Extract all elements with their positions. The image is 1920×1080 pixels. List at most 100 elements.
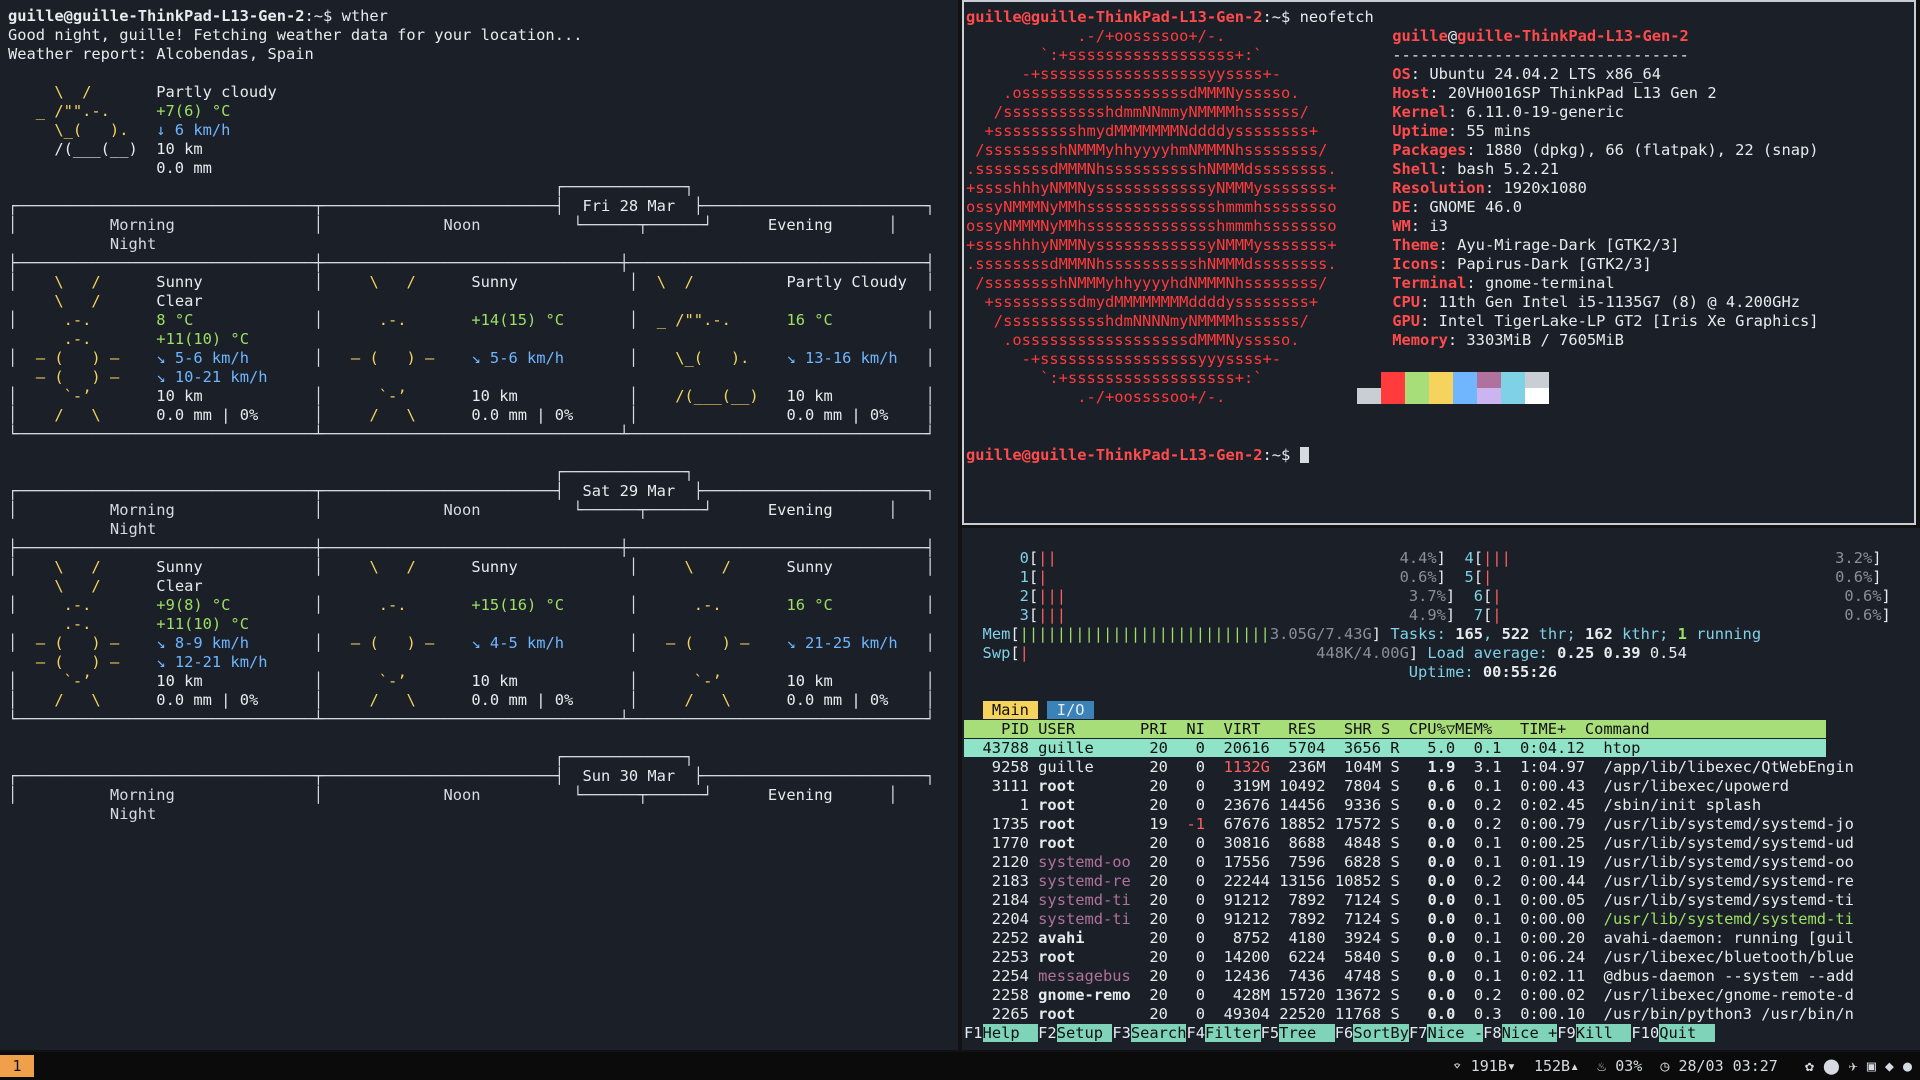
tab-io: I/O <box>1047 701 1094 719</box>
i3-status-bar: 1 ⌔ 191B▾ 152B▴ ♨ 03% ◷ 28/03 03:27 ✿ ⬤ … <box>0 1052 1920 1080</box>
neofetch-output: guille@guille-ThinkPad-L13-Gen-2:~$ neof… <box>966 8 1819 406</box>
palette-swatch <box>1525 388 1549 404</box>
info-key-theme: Theme <box>1392 236 1439 254</box>
neofetch-user: guille <box>1392 27 1448 45</box>
htop-output: 0[|| 4.4%] 4[||| 3.2%] 1[| 0.6%] 5[| 0.6… <box>964 549 1891 1042</box>
info-key-uptime: Uptime <box>1392 122 1448 140</box>
net-up: 152B <box>1533 1057 1571 1075</box>
neofetch-host: guille-ThinkPad-L13-Gen-2 <box>1457 27 1689 45</box>
process-row[interactable]: 2204 systemd-ti 20 0 91212 7892 7124 S 0… <box>964 910 1854 928</box>
info-value-terminal: gnome-terminal <box>1484 274 1615 292</box>
palette-swatch <box>1477 388 1501 404</box>
info-value-icons: Papirus-Dark [GTK2/3] <box>1457 255 1652 273</box>
palette-swatch <box>1405 372 1429 388</box>
down-arrow-icon: ▾ <box>1506 1057 1516 1075</box>
palette-swatch <box>1453 372 1477 388</box>
day-date: Sat 29 Mar <box>582 482 676 500</box>
weather-output: guille@guille-ThinkPad-L13-Gen-2:~$ wthe… <box>8 7 935 823</box>
process-row[interactable]: 9258 guille 20 0 1132G 236M 104M S 1.9 3… <box>964 758 1854 776</box>
command: wther <box>341 7 388 25</box>
prompt: guille@guille-ThinkPad-L13-Gen-2 <box>8 7 305 25</box>
current-visibility: 10 km <box>156 140 203 158</box>
fkey-f7[interactable]: F7Nice - <box>1408 1024 1484 1042</box>
cpu-usage: 03% <box>1615 1057 1643 1075</box>
palette-swatch <box>1429 372 1453 388</box>
fkey-f4[interactable]: F4Filter <box>1186 1024 1261 1042</box>
fkey-f8[interactable]: F8Nice + <box>1483 1024 1558 1042</box>
up-arrow-icon: ▴ <box>1570 1057 1580 1075</box>
neofetch-prompt-line[interactable]: guille@guille-ThinkPad-L13-Gen-2:~$ <box>966 446 1309 465</box>
info-key-icons: Icons <box>1392 255 1439 273</box>
process-row[interactable]: 1770 root 20 0 30816 8688 4848 S 0.0 0.1… <box>964 834 1854 852</box>
cursor <box>1299 447 1309 463</box>
palette-swatch <box>1477 372 1501 388</box>
fkey-f1[interactable]: F1Help <box>964 1024 1039 1042</box>
palette-swatch <box>1357 372 1381 388</box>
current-condition: Partly cloudy <box>156 83 277 101</box>
weather-report-line: Weather report: Alcobendas, Spain <box>8 45 314 63</box>
palette-swatch <box>1381 388 1405 404</box>
palette-swatch <box>1525 372 1549 388</box>
palette-swatch <box>1405 388 1429 404</box>
fkey-f3[interactable]: F3Search <box>1112 1024 1187 1042</box>
info-value-host: 20VH0016SP ThinkPad L13 Gen 2 <box>1447 84 1717 102</box>
process-row[interactable]: 2254 messagebus 20 0 12436 7436 4748 S 0… <box>964 967 1854 985</box>
datetime: 28/03 03:27 <box>1678 1057 1778 1075</box>
net-down: 191B <box>1470 1057 1507 1075</box>
info-value-uptime: 55 mins <box>1466 122 1532 140</box>
fkey-f5[interactable]: F5Tree <box>1260 1024 1335 1042</box>
info-key-memory: Memory <box>1392 331 1448 349</box>
wifi-icon: ⌔ <box>1452 1057 1462 1075</box>
command: neofetch <box>1299 8 1374 26</box>
info-value-wm: i3 <box>1429 217 1448 235</box>
day-date: Fri 28 Mar <box>582 197 676 215</box>
htop-terminal[interactable]: 0[|| 4.4%] 4[||| 3.2%] 1[| 0.6%] 5[| 0.6… <box>962 528 1920 1050</box>
info-value-theme: Ayu-Mirage-Dark [GTK2/3] <box>1457 236 1680 254</box>
info-key-wm: WM <box>1392 217 1411 235</box>
mem-value: 3.05G/7.43G <box>1269 625 1372 643</box>
fkey-f9[interactable]: F9Kill <box>1557 1024 1632 1042</box>
fkey-f10[interactable]: F10Quit <box>1631 1024 1715 1042</box>
tab-main: Main <box>982 701 1039 719</box>
info-key-de: DE <box>1392 198 1411 216</box>
palette-swatch <box>1357 388 1381 404</box>
current-precip: 0.0 mm <box>8 159 212 177</box>
cpu-icon: ♨ <box>1597 1057 1607 1075</box>
info-key-host: Host <box>1392 84 1430 102</box>
info-value-shell: bash 5.2.21 <box>1457 160 1560 178</box>
process-row[interactable]: 2253 root 20 0 14200 6224 5840 S 0.0 0.1… <box>964 948 1854 966</box>
info-value-gpu: Intel TigerLake-LP GT2 [Iris Xe Graphics… <box>1438 312 1819 330</box>
neofetch-terminal[interactable]: guille@guille-ThinkPad-L13-Gen-2:~$ neof… <box>962 0 1916 525</box>
process-row[interactable]: 2252 avahi 20 0 8752 4180 3924 S 0.0 0.1… <box>964 929 1854 947</box>
prompt: guille@guille-ThinkPad-L13-Gen-2 <box>966 8 1263 26</box>
swp-value: 448K/4.00G <box>1316 644 1409 662</box>
greeting-line: Good night, guille! Fetching weather dat… <box>8 26 583 44</box>
process-row[interactable]: 1 root 20 0 23676 14456 9336 S 0.0 0.2 0… <box>964 796 1762 814</box>
current-wind: ↓ 6 km/h <box>156 121 231 139</box>
info-value-resolution: 1920x1080 <box>1503 179 1587 197</box>
fkey-f6[interactable]: F6SortBy <box>1334 1024 1409 1042</box>
info-key-shell: Shell <box>1392 160 1439 178</box>
process-row[interactable]: 2265 root 20 0 49304 22520 11768 S 0.0 0… <box>964 1005 1854 1023</box>
uptime-value: 00:55:26 <box>1482 663 1558 681</box>
info-key-os: OS <box>1392 65 1411 83</box>
info-value-de: GNOME 46.0 <box>1429 198 1523 216</box>
weather-terminal[interactable]: guille@guille-ThinkPad-L13-Gen-2:~$ wthe… <box>0 0 958 1050</box>
process-row[interactable]: 2184 systemd-ti 20 0 91212 7892 7124 S 0… <box>964 891 1854 909</box>
process-row[interactable]: 2258 gnome-remo 20 0 428M 15720 13672 S … <box>964 986 1854 1004</box>
workspace-1-button[interactable]: 1 <box>0 1055 34 1077</box>
fkey-f2[interactable]: F2Setup <box>1038 1024 1113 1042</box>
process-row[interactable]: 3111 root 20 0 319M 10492 7804 S 0.6 0.1… <box>964 777 1789 795</box>
palette-swatch <box>1453 388 1477 404</box>
palette-swatch <box>1429 388 1453 404</box>
clock-icon: ◷ <box>1660 1057 1670 1075</box>
info-key-cpu: CPU <box>1392 293 1421 311</box>
info-key-resolution: Resolution <box>1392 179 1485 197</box>
process-row[interactable]: 1735 root 19 -1 67676 18852 17572 S 0.0 … <box>964 815 1854 833</box>
color-palette <box>1357 372 1549 404</box>
process-row[interactable]: 2183 systemd-re 20 0 22244 13156 10852 S… <box>964 872 1854 890</box>
info-key-gpu: GPU <box>1392 312 1421 330</box>
tray-icons[interactable]: ✿ ⬤ ✈ ▣ ◆ ● <box>1804 1057 1912 1075</box>
process-row[interactable]: 2120 systemd-oo 20 0 17556 7596 6828 S 0… <box>964 853 1854 871</box>
day-date: Sun 30 Mar <box>582 767 676 785</box>
